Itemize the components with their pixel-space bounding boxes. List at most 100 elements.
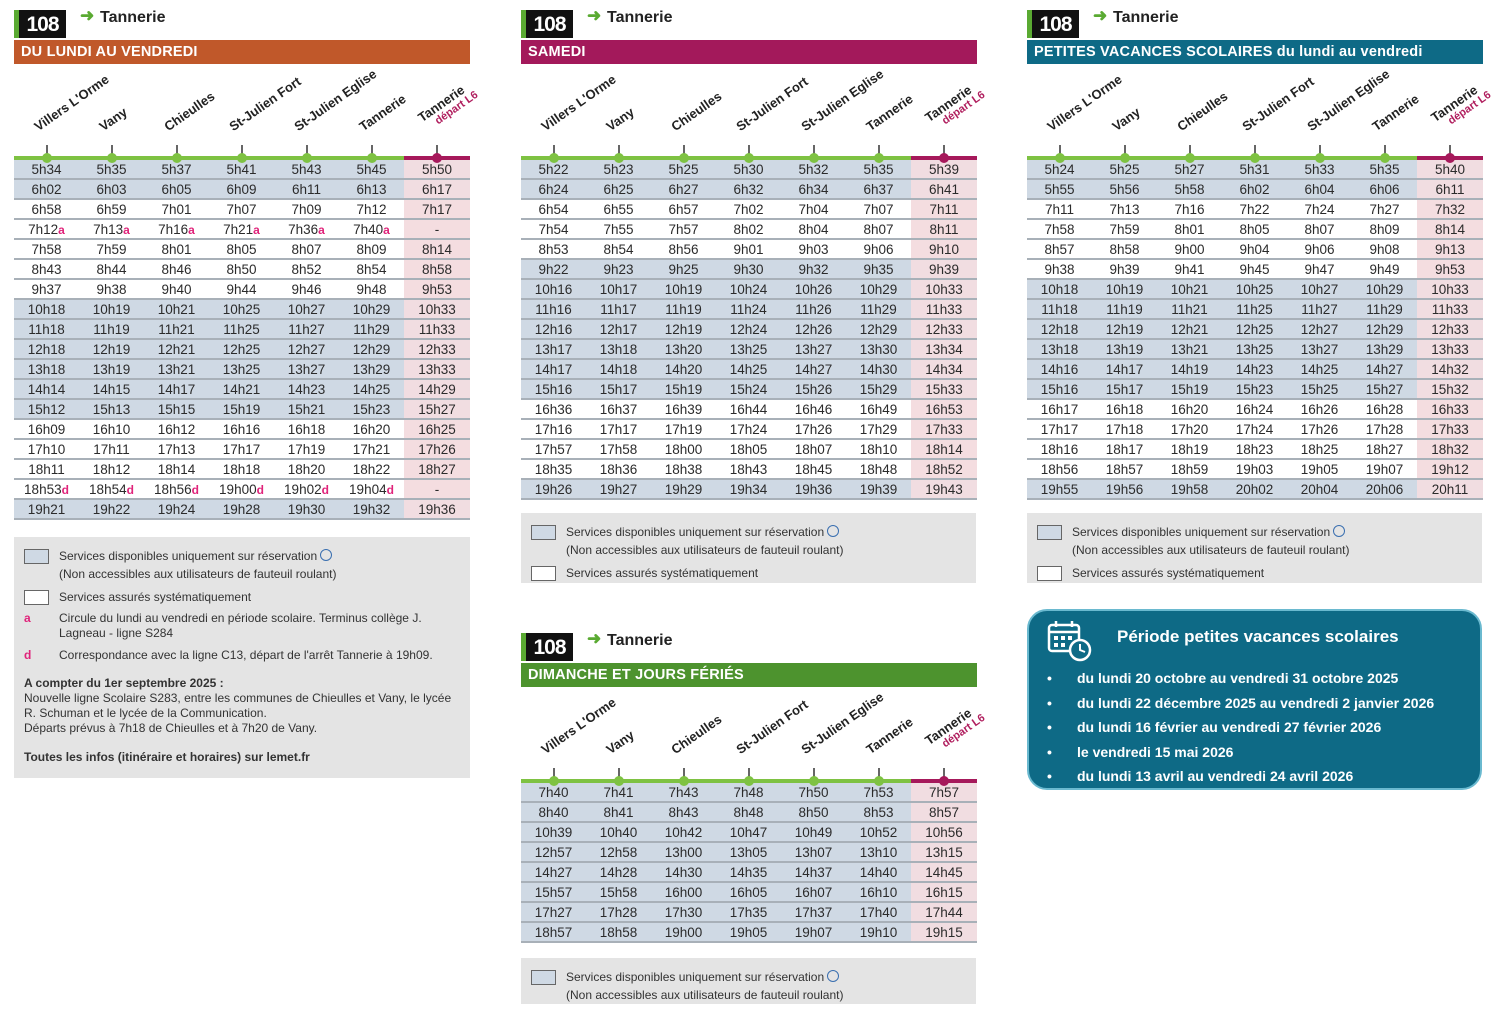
timetable-saturday: 108 ➜ Tannerie SAMEDI Villers L'Orme Vany Chie… [521, 0, 987, 500]
time-cell: 5h25 [668, 162, 699, 177]
time-value: 18h56 [154, 482, 192, 497]
time-cell: 11h29 [1366, 302, 1403, 317]
time-cell: 18h56d [144, 480, 209, 498]
vacation-period: • du lundi 20 octobre au vendredi 31 octo… [1047, 669, 1472, 694]
time-cell: 18h36 [599, 462, 638, 477]
timetable-grid: 7h40 7h41 7h43 7h48 7h50 7h53 7h57 8h40 8h41 8h43… [521, 783, 977, 943]
time-cell: 19h22 [92, 502, 131, 517]
time-cell: 8h07 [863, 222, 894, 237]
time-cell: 15h23 [352, 402, 391, 417]
time-cell: 16h12 [157, 422, 196, 437]
time-cell: 6h54 [538, 202, 569, 217]
time-cell: 10h39 [534, 825, 573, 840]
time-cell: 6h04 [1304, 182, 1335, 197]
time-cell: 9h44 [226, 282, 257, 297]
time-cell: 10h17 [599, 282, 638, 297]
destination: Tannerie [607, 632, 673, 649]
info-footer-link[interactable]: Toutes les infos (itinéraire et horaires… [24, 750, 310, 764]
table-row: 12h18 12h19 12h21 12h25 12h27 12h29 12h33 [14, 340, 470, 360]
time-cell: 18h12 [92, 462, 131, 477]
time-cell: 7h22 [1239, 202, 1270, 217]
time-cell: 18h45 [794, 462, 833, 477]
legend-reservation: Services disponibles uniquement sur rése… [59, 549, 318, 563]
time-cell: 16h07 [794, 885, 833, 900]
time-cell: 18h17 [1105, 442, 1144, 457]
stop-name: Tannerie [863, 714, 916, 757]
stop-dot [614, 153, 624, 163]
time-cell: 7h58 [1044, 222, 1075, 237]
table-row: 8h57 8h58 9h00 9h04 9h06 9h08 9h13 [1027, 240, 1483, 260]
table-row: 7h58 7h59 8h01 8h05 8h07 8h09 8h14 [1027, 220, 1483, 240]
time-cell: 13h18 [1040, 342, 1079, 357]
timetable-sunday: 108 ➜ Tannerie DIMANCHE ET JOURS FÉRIÉS Vill… [521, 623, 987, 943]
time-cell: 10h25 [1235, 282, 1274, 297]
stop-label: Chieulles [1174, 89, 1230, 134]
info-body: Nouvelle ligne Scolaire S283, entre les … [24, 691, 452, 720]
time-cell: 16h15 [911, 883, 977, 901]
reservation-swatch [531, 970, 556, 985]
time-cell: 13h17 [534, 342, 573, 357]
time-cell: 15h15 [157, 402, 196, 417]
time-cell: 8h09 [356, 242, 387, 257]
time-cell: 11h21 [1171, 302, 1208, 317]
time-cell: 8h54 [356, 262, 387, 277]
time-cell: 17h37 [794, 905, 833, 920]
table-row: 11h18 11h19 11h21 11h25 11h27 11h29 11h33 [14, 320, 470, 340]
time-cell: 7h17 [404, 200, 470, 218]
time-cell: 15h19 [1170, 382, 1209, 397]
time-cell: 7h02 [733, 202, 764, 217]
time-cell: 9h32 [798, 262, 829, 277]
stop-label: Vany [96, 104, 129, 134]
table-row: 6h24 6h25 6h27 6h32 6h34 6h37 6h41 [521, 180, 977, 200]
time-cell: 16h18 [1105, 402, 1144, 417]
stop-tick [813, 145, 815, 154]
time-cell: 9h00 [1174, 242, 1205, 257]
time-cell: 17h19 [287, 442, 326, 457]
time-cell: 13h33 [404, 360, 470, 378]
time-cell: 6h27 [668, 182, 699, 197]
stop-tick [878, 768, 880, 777]
time-cell: 8h50 [798, 805, 829, 820]
stop-dot [107, 153, 117, 163]
time-cell: 8h57 [1044, 242, 1075, 257]
time-cell: 19h07 [1365, 462, 1404, 477]
note-marker: d [126, 483, 134, 497]
time-cell: 7h24 [1304, 202, 1335, 217]
time-cell: 8h14 [404, 240, 470, 258]
time-cell: 12h26 [794, 322, 833, 337]
stop-label: St-Julien Fort [733, 697, 810, 757]
note-marker: d [61, 483, 69, 497]
time-cell: 9h06 [1304, 242, 1335, 257]
stop-dot [549, 153, 559, 163]
stop-names: Villers L'Orme Vany Chieulles St-Julien For… [1027, 64, 1493, 163]
time-cell: 6h13 [356, 182, 387, 197]
time-cell: 7h59 [96, 242, 127, 257]
stop-dot [549, 776, 559, 786]
time-cell: 10h18 [27, 302, 66, 317]
stop-tick [683, 768, 685, 777]
time-cell: 8h40 [538, 805, 569, 820]
stop-name: St-Julien Fort [226, 73, 304, 134]
stop-dot [237, 153, 247, 163]
stop-label: Vany [603, 104, 636, 134]
time-cell: 19h56 [1105, 482, 1144, 497]
time-cell: 12h57 [534, 845, 573, 860]
time-cell: 10h33 [911, 280, 977, 298]
time-cell: 12h19 [92, 342, 131, 357]
info-title: A compter du 1er septembre 2025 : [24, 676, 224, 690]
time-cell: 7h59 [1109, 222, 1140, 237]
time-cell: 10h52 [859, 825, 898, 840]
time-cell: 10h33 [1417, 280, 1483, 298]
time-cell: 7h07 [863, 202, 894, 217]
time-cell: 8h48 [733, 805, 764, 820]
stop-dot [1250, 153, 1260, 163]
time-cell: 12h33 [911, 320, 977, 338]
time-cell: 18h16 [1040, 442, 1079, 457]
time-cell: 5h35 [1369, 162, 1400, 177]
route-line [14, 156, 404, 160]
time-cell: 5h23 [603, 162, 634, 177]
time-cell: 14h25 [352, 382, 391, 397]
stop-label: Vany [1109, 104, 1142, 134]
time-cell: 10h47 [729, 825, 768, 840]
legend-systematic: Services assurés systématiquement [1072, 566, 1265, 580]
